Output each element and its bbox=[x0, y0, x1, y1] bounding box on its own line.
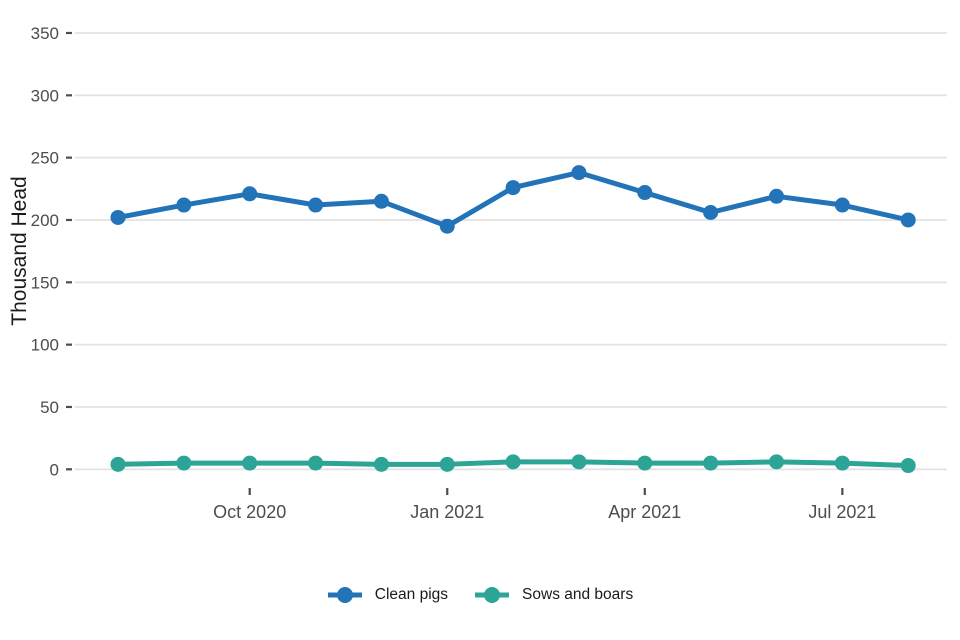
legend-item-sows-and-boars: Sows and boars bbox=[474, 586, 633, 604]
x-tick-label-3: Jul 2021 bbox=[808, 502, 876, 522]
y-tick-label-100: 100 bbox=[31, 336, 59, 355]
data-point-clean-pigs-jul-2021 bbox=[834, 197, 850, 213]
data-point-sows-and-boars-mar-2021 bbox=[571, 454, 587, 470]
data-point-clean-pigs-aug-2020 bbox=[110, 209, 126, 225]
data-point-clean-pigs-mar-2021 bbox=[571, 165, 587, 181]
data-point-sows-and-boars-may-2021 bbox=[703, 455, 719, 471]
chart-legend: Clean pigs Sows and boars bbox=[0, 586, 960, 604]
y-tick-label-200: 200 bbox=[31, 211, 59, 230]
legend-item-clean-pigs: Clean pigs bbox=[327, 586, 448, 604]
line-chart-plot: 0 50 100 150 200 250 300 350 Oct 2020 Jan 2021 Apr… bbox=[8, 24, 947, 522]
y-tick-label-350: 350 bbox=[31, 24, 59, 43]
axis-layer: 0 50 100 150 200 250 300 350 Oct 2020 Jan 2021 Apr… bbox=[31, 24, 877, 522]
data-point-clean-pigs-oct-2020 bbox=[242, 186, 258, 202]
data-point-sows-and-boars-feb-2021 bbox=[505, 454, 521, 470]
x-tick-label-1: Jan 2021 bbox=[410, 502, 484, 522]
data-point-clean-pigs-may-2021 bbox=[703, 205, 719, 221]
data-point-clean-pigs-sep-2020 bbox=[176, 197, 192, 213]
data-point-sows-and-boars-aug-2020 bbox=[110, 456, 126, 472]
data-point-sows-and-boars-jun-2021 bbox=[769, 454, 784, 470]
data-point-sows-and-boars-oct-2020 bbox=[242, 455, 258, 471]
data-point-sows-and-boars-sep-2020 bbox=[176, 455, 192, 471]
legend-label-sows-and-boars: Sows and boars bbox=[522, 586, 634, 603]
legend-key-sows-and-boars-icon bbox=[475, 587, 510, 603]
data-point-sows-and-boars-dec-2020 bbox=[373, 456, 389, 472]
y-axis-title: Thousand Head bbox=[8, 176, 31, 325]
legend-label-clean-pigs: Clean pigs bbox=[374, 586, 449, 603]
data-point-clean-pigs-feb-2021 bbox=[505, 180, 521, 196]
data-point-clean-pigs-jun-2021 bbox=[769, 188, 784, 204]
data-point-sows-and-boars-aug-2021 bbox=[900, 458, 916, 474]
data-point-clean-pigs-apr-2021 bbox=[637, 185, 653, 201]
y-tick-label-150: 150 bbox=[31, 273, 59, 292]
x-tick-label-0: Oct 2020 bbox=[213, 502, 286, 522]
y-tick-label-50: 50 bbox=[40, 398, 59, 417]
gridline-layer bbox=[75, 32, 947, 471]
x-tick-label-2: Apr 2021 bbox=[608, 502, 681, 522]
series-layer bbox=[110, 165, 916, 474]
y-tick-label-0: 0 bbox=[50, 460, 59, 479]
data-point-clean-pigs-dec-2020 bbox=[373, 193, 389, 209]
data-point-clean-pigs-jan-2021 bbox=[439, 218, 455, 234]
legend-key-clean-pigs-icon bbox=[327, 587, 362, 603]
data-point-sows-and-boars-jan-2021 bbox=[439, 456, 455, 472]
data-point-clean-pigs-aug-2021 bbox=[900, 212, 916, 228]
data-point-clean-pigs-nov-2020 bbox=[308, 197, 324, 213]
y-tick-label-300: 300 bbox=[31, 86, 59, 105]
data-point-sows-and-boars-jul-2021 bbox=[834, 455, 850, 471]
y-tick-label-250: 250 bbox=[31, 149, 59, 168]
data-point-sows-and-boars-nov-2020 bbox=[308, 455, 324, 471]
data-point-sows-and-boars-apr-2021 bbox=[637, 455, 653, 471]
